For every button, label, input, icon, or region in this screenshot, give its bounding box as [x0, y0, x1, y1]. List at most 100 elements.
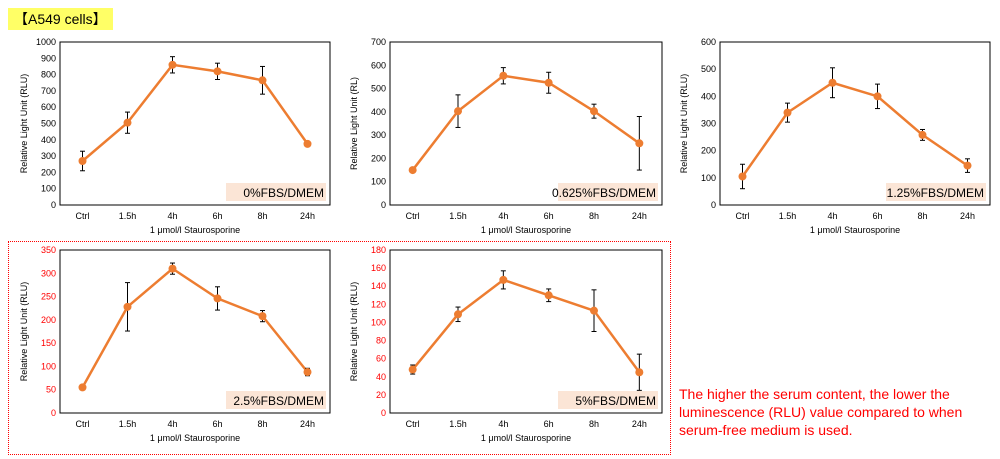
y-axis-label: Relative Light Unit (RLU) [19, 74, 29, 174]
y-tick-label: 300 [41, 268, 56, 278]
data-point [499, 275, 508, 284]
data-point [590, 107, 598, 116]
plot-frame [389, 41, 663, 206]
data-point [123, 302, 132, 311]
x-tick-label: 4h [498, 211, 508, 221]
y-tick-label: 100 [701, 173, 716, 183]
x-tick-label: 6h [544, 419, 554, 429]
x-tick-label: 6h [544, 211, 554, 221]
x-tick-label: Ctrl [76, 419, 90, 429]
data-point [738, 172, 747, 181]
y-tick-label: 400 [701, 91, 716, 101]
y-tick-label: 140 [371, 281, 386, 291]
series-line [81, 267, 309, 388]
condition-label-bg [558, 391, 658, 409]
condition-label-bg [886, 183, 986, 201]
x-tick-label: 4h [498, 419, 508, 429]
data-point [873, 92, 882, 101]
x-tick-label: 6h [212, 419, 222, 429]
condition-label-bg [558, 183, 658, 201]
data-point [303, 139, 312, 148]
x-axis-label: 1 μmol/l Staurosporine [150, 225, 240, 235]
x-tick-label: Ctrl [736, 211, 750, 221]
x-tick-label: 24h [632, 419, 647, 429]
data-point [408, 365, 417, 374]
y-tick-label: 200 [41, 315, 56, 325]
series-line [411, 278, 641, 373]
y-tick-label: 600 [701, 37, 716, 47]
y-axis-label: Relative Light Unit (RLU) [349, 282, 359, 382]
y-tick-label: 200 [371, 153, 386, 163]
x-tick-label: 8h [589, 211, 599, 221]
condition-label: 2.5%FBS/DMEM [233, 394, 324, 408]
y-tick-label: 0 [51, 200, 56, 210]
x-tick-label: 24h [632, 211, 647, 221]
y-tick-label: 120 [371, 299, 386, 309]
x-tick-label: 8h [917, 211, 927, 221]
x-tick-label: 1.5h [119, 419, 137, 429]
x-tick-label: 24h [300, 419, 315, 429]
condition-label: 0.625%FBS/DMEM [552, 186, 656, 200]
data-point [499, 71, 508, 80]
y-tick-label: 700 [371, 37, 386, 47]
data-point [258, 76, 267, 85]
y-tick-label: 600 [41, 102, 56, 112]
plot-frame [719, 41, 991, 206]
y-tick-label: 100 [371, 317, 386, 327]
x-tick-label: 1.5h [779, 211, 797, 221]
data-point [544, 291, 553, 300]
y-tick-label: 0 [381, 408, 386, 418]
y-tick-label: 60 [376, 354, 386, 364]
condition-label: 1.25%FBS/DMEM [887, 186, 984, 200]
y-tick-label: 0 [51, 408, 56, 418]
x-axis-label: 1 μmol/l Staurosporine [481, 433, 571, 443]
y-tick-label: 80 [376, 336, 386, 346]
condition-label-bg [226, 391, 326, 409]
plot-frame [389, 249, 663, 414]
data-point [168, 264, 177, 273]
series-line [411, 74, 641, 171]
y-tick-label: 300 [371, 130, 386, 140]
y-tick-label: 300 [41, 151, 56, 161]
condition-label: 5%FBS/DMEM [575, 394, 656, 408]
data-point [303, 368, 312, 377]
condition-label-bg [226, 183, 326, 201]
y-tick-label: 250 [41, 292, 56, 302]
y-tick-label: 50 [46, 385, 56, 395]
condition-label: 0%FBS/DMEM [243, 186, 324, 200]
y-tick-label: 0 [381, 200, 386, 210]
x-axis-label: 1 μmol/l Staurosporine [481, 225, 571, 235]
highlight-frame [8, 241, 671, 455]
y-tick-label: 100 [371, 177, 386, 187]
data-point [590, 306, 598, 315]
data-point [544, 78, 553, 87]
data-point [168, 60, 177, 69]
y-tick-label: 400 [371, 107, 386, 117]
y-axis-label: Relative Light Unit (RL) [349, 77, 359, 170]
data-point [408, 166, 417, 175]
data-point [258, 312, 267, 321]
y-tick-label: 500 [701, 64, 716, 74]
x-tick-label: 1.5h [449, 419, 467, 429]
series-line [81, 63, 309, 162]
data-point [635, 368, 644, 377]
data-point [213, 294, 222, 303]
y-tick-label: 100 [41, 361, 56, 371]
x-tick-label: 24h [300, 211, 315, 221]
series-line [741, 81, 969, 178]
x-tick-label: Ctrl [76, 211, 90, 221]
x-tick-label: 6h [212, 211, 222, 221]
x-tick-label: 4h [167, 419, 177, 429]
x-tick-label: 8h [257, 419, 267, 429]
data-point [828, 78, 837, 87]
data-point [963, 161, 972, 170]
y-tick-label: 160 [371, 263, 386, 273]
y-tick-label: 350 [41, 245, 56, 255]
y-tick-label: 1000 [36, 37, 56, 47]
y-tick-label: 400 [41, 135, 56, 145]
cell-line-label: 【A549 cells】 [8, 8, 113, 30]
y-tick-label: 20 [376, 390, 386, 400]
y-tick-label: 600 [371, 60, 386, 70]
y-axis-label: Relative Light Unit (RLU) [679, 74, 689, 174]
